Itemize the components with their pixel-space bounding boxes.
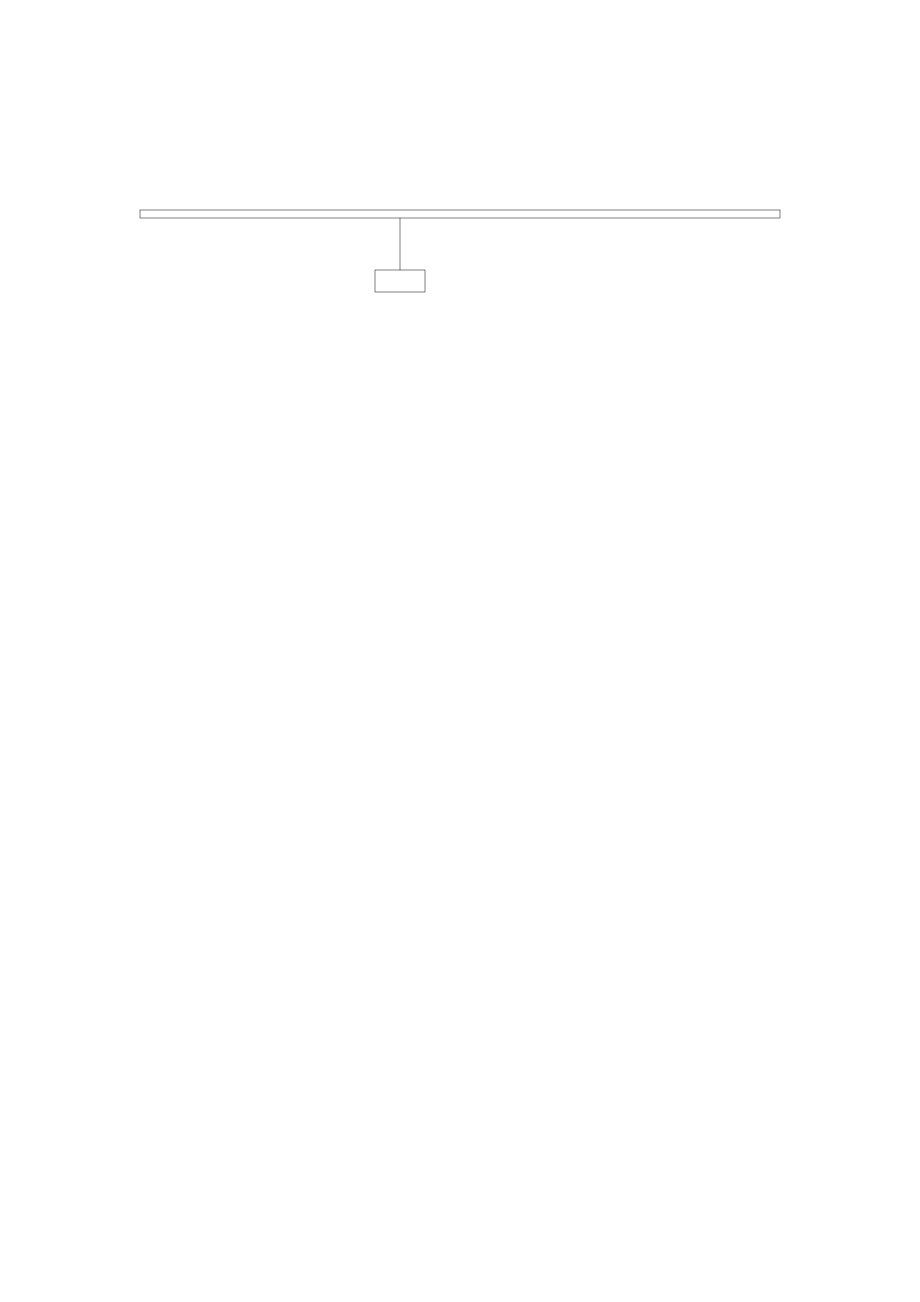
diagram-svg <box>100 40 820 300</box>
block-diagram <box>100 40 820 300</box>
